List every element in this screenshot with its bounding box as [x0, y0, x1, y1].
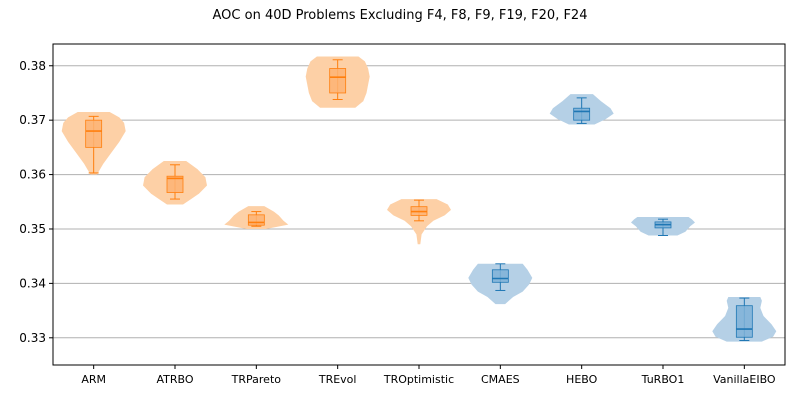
y-tick-label: 0.33 — [19, 331, 46, 345]
iqr-box — [573, 107, 591, 121]
x-tick-label: TREvol — [318, 373, 357, 386]
iqr-box — [247, 214, 265, 226]
x-tick-label: CMAES — [481, 373, 520, 386]
x-axis: ARM ATRBO TRPareto TREvol TROptimistic CMAES H… — [81, 365, 776, 386]
y-axis: 0.33 0.34 0.35 0.36 0.37 0.38 — [19, 59, 53, 345]
x-tick-label: ARM — [81, 373, 106, 386]
violin-group — [61, 56, 777, 342]
x-tick-label: HEBO — [566, 373, 598, 386]
x-tick-label: VanillaEIBO — [713, 373, 776, 386]
y-tick-label: 0.34 — [19, 276, 46, 290]
x-tick-label: TROptimistic — [383, 373, 454, 386]
y-tick-label: 0.37 — [19, 113, 46, 127]
y-tick-label: 0.36 — [19, 168, 46, 182]
y-tick-label: 0.38 — [19, 59, 46, 73]
iqr-box — [735, 305, 753, 338]
iqr-box — [166, 175, 184, 193]
x-tick-label: TRPareto — [231, 373, 282, 386]
iqr-box — [491, 269, 509, 283]
box-group — [85, 59, 753, 342]
x-tick-label: TuRBO1 — [641, 373, 685, 386]
violin-TROptimistic — [387, 199, 451, 245]
chart-title: AOC on 40D Problems Excluding F4, F8, F9… — [213, 8, 588, 23]
y-tick-label: 0.35 — [19, 222, 46, 236]
x-tick-label: ATRBO — [156, 373, 193, 386]
iqr-box — [85, 119, 103, 148]
iqr-box — [329, 68, 347, 94]
